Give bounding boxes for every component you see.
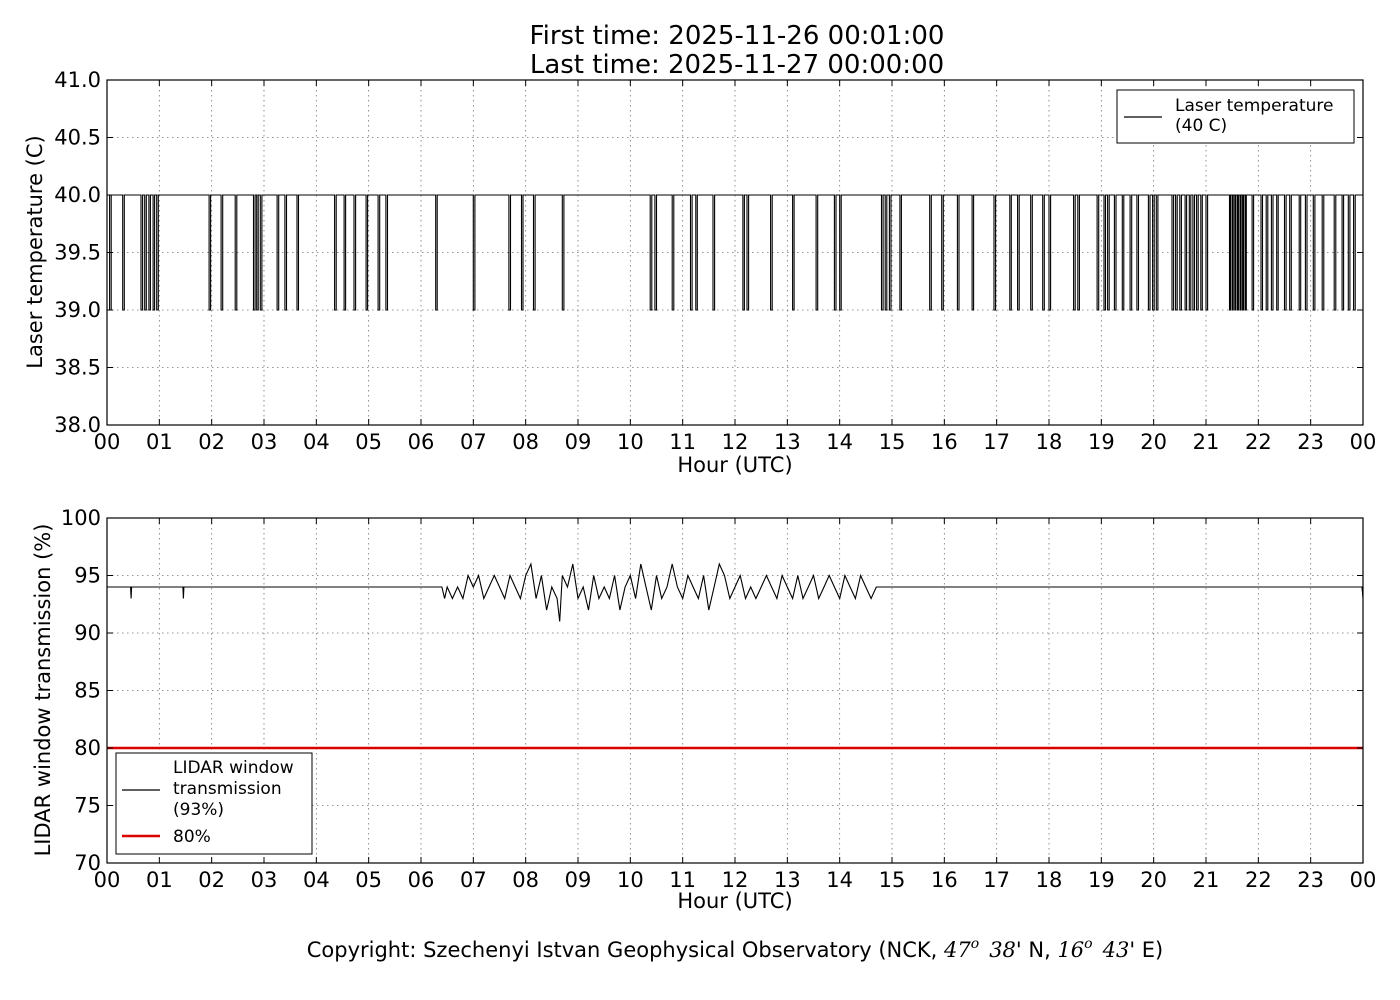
bottom-legend-label-3: (93%) [173, 800, 224, 820]
top-ytick-label: 39.5 [54, 241, 101, 265]
bottom-xtick-label: 03 [251, 868, 278, 892]
lidar-transmission-line [107, 562, 1364, 622]
copyright-lon-deg-sup: o [1084, 936, 1092, 952]
top-xtick-label: 17 [983, 430, 1010, 454]
bottom-xtick-label: 21 [1193, 868, 1220, 892]
top-xtick-label: 06 [408, 430, 435, 454]
bottom-ytick-label: 80 [74, 736, 101, 760]
bottom-xtick-label: 08 [512, 868, 539, 892]
top-xtick-label: 19 [1088, 430, 1115, 454]
top-xtick-label: 14 [826, 430, 853, 454]
top-xtick-label: 01 [146, 430, 173, 454]
copyright-lat-deg-sup: o [971, 936, 979, 952]
top-xtick-label: 23 [1297, 430, 1324, 454]
bottom-xtick-label: 18 [1036, 868, 1063, 892]
bottom-xtick-label: 14 [826, 868, 853, 892]
top-xtick-label: 05 [355, 430, 382, 454]
top-xtick-label: 20 [1140, 430, 1167, 454]
bottom-ytick-label: 75 [74, 794, 101, 818]
top-xtick-label: 09 [565, 430, 592, 454]
top-xtick-label: 12 [722, 430, 749, 454]
top-xtick-label: 08 [512, 430, 539, 454]
bottom-xtick-label: 00 [94, 868, 121, 892]
top-ytick-label: 40.5 [54, 126, 101, 150]
top-ticks: 00 01 02 03 04 05 06 07 08 09 10 11 12 13 14 15 16 17 18 19… [54, 68, 1376, 454]
copyright-lat-min: 38 [989, 938, 1016, 962]
top-xtick-label: 03 [251, 430, 278, 454]
bottom-xtick-label: 10 [617, 868, 644, 892]
top-legend: Laser temperature (40 C) [1116, 89, 1355, 144]
bottom-xtick-label: 11 [669, 868, 696, 892]
top-legend-label-2: (40 C) [1175, 116, 1227, 136]
top-xtick-label: 13 [774, 430, 801, 454]
laser-temperature-plot: 00 01 02 03 04 05 06 07 08 09 10 11 12 13 14 15 16 17 18 19… [23, 68, 1376, 477]
copyright-text: Copyright: Szechenyi Istvan Geophysical … [307, 936, 1164, 962]
bottom-xtick-label: 06 [408, 868, 435, 892]
bottom-xtick-label: 15 [879, 868, 906, 892]
top-ytick-label: 39.0 [54, 298, 101, 322]
bottom-ytick-label: 95 [74, 564, 101, 588]
bottom-xtick-label: 13 [774, 868, 801, 892]
bottom-xtick-label: 23 [1297, 868, 1324, 892]
bottom-xtick-label: 17 [983, 868, 1010, 892]
top-xtick-label: 22 [1245, 430, 1272, 454]
bottom-legend-label-80: 80% [173, 827, 211, 847]
top-ytick-label: 38.5 [54, 356, 101, 380]
top-axes-frame [106, 79, 1364, 426]
bottom-ylabel: LIDAR window transmission (%) [31, 524, 55, 857]
bottom-ytick-label: 100 [61, 506, 101, 530]
bottom-ytick-label: 70 [74, 851, 101, 875]
bottom-xtick-label: 19 [1088, 868, 1115, 892]
bottom-legend-label-2: transmission [173, 779, 282, 799]
top-ylabel: Laser temperature (C) [23, 135, 47, 368]
bottom-legend-label-1: LIDAR window [173, 758, 294, 778]
copyright-lat-dir: ' N, [1016, 938, 1058, 962]
top-xtick-label: 07 [460, 430, 487, 454]
top-xtick-label: 02 [198, 430, 225, 454]
copyright-lon-min: 43 [1102, 938, 1130, 962]
bottom-ytick-label: 85 [74, 679, 101, 703]
title-line-2: Last time: 2025-11-27 00:00:00 [530, 50, 944, 80]
bottom-xtick-label: 07 [460, 868, 487, 892]
top-legend-label-1: Laser temperature [1175, 96, 1333, 116]
laser-temperature-line [107, 194, 1363, 311]
copyright-lon-deg: 16 [1057, 938, 1084, 962]
top-xtick-label: 04 [303, 430, 330, 454]
top-xtick-label: 15 [879, 430, 906, 454]
bottom-xtick-label: 02 [198, 868, 225, 892]
bottom-xtick-label: 20 [1140, 868, 1167, 892]
copyright-lat-deg: 47 [943, 938, 971, 962]
bottom-xtick-label: 16 [931, 868, 958, 892]
bottom-xtick-label: 12 [722, 868, 749, 892]
title-line-1: First time: 2025-11-26 00:01:00 [530, 21, 945, 51]
top-ytick-label: 40.0 [54, 183, 101, 207]
bottom-xtick-label: 05 [355, 868, 382, 892]
copyright-lon-dir: ' E) [1129, 938, 1163, 962]
bottom-legend: LIDAR window transmission (93%) 80% [115, 752, 313, 855]
top-xtick-label: 00 [94, 430, 121, 454]
copyright-prefix: Copyright: Szechenyi Istvan Geophysical … [307, 938, 944, 962]
top-ytick-label: 41.0 [54, 68, 101, 92]
top-xtick-label: 21 [1193, 430, 1220, 454]
top-xtick-label: 18 [1036, 430, 1063, 454]
bottom-xlabel: Hour (UTC) [677, 889, 792, 913]
top-ytick-label: 38.0 [54, 413, 101, 437]
bottom-xtick-label: 09 [565, 868, 592, 892]
top-xtick-label: 10 [617, 430, 644, 454]
lidar-transmission-plot: 00 01 02 03 04 05 06 07 08 09 10 11 12 13 14 15 16 17 18 19… [31, 506, 1376, 913]
bottom-ytick-label: 90 [74, 621, 101, 645]
bottom-axes-frame [106, 517, 1364, 864]
top-xtick-label: 16 [931, 430, 958, 454]
top-xtick-label: 00 [1350, 430, 1377, 454]
bottom-ticks: 00 01 02 03 04 05 06 07 08 09 10 11 12 13 14 15 16 17 18 19… [61, 506, 1376, 892]
top-xtick-label: 11 [669, 430, 696, 454]
bottom-xtick-label: 04 [303, 868, 330, 892]
top-xlabel: Hour (UTC) [677, 453, 792, 477]
bottom-xtick-label: 01 [146, 868, 173, 892]
bottom-xtick-label: 00 [1350, 868, 1377, 892]
bottom-xtick-label: 22 [1245, 868, 1272, 892]
